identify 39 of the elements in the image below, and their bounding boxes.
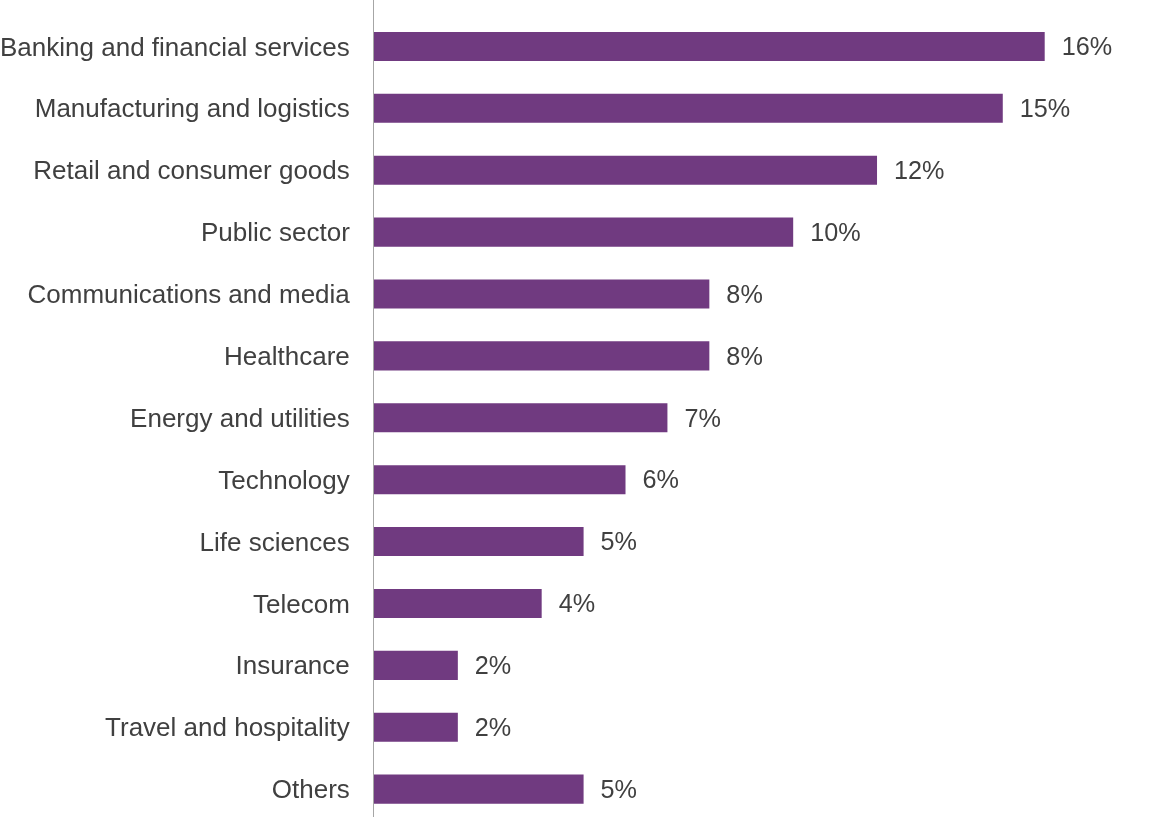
y-tick-label: Insurance [235,650,350,681]
y-tick-label: Energy and utilities [130,402,350,433]
bar [374,588,542,619]
y-tick-label: Healthcare [224,340,350,371]
data-label: 2% [460,712,512,741]
y-tick-label: Life sciences [199,526,350,557]
y-tick-label: Retail and consumer goods [33,155,350,186]
bar [374,650,458,680]
y-tick-label: Public sector [200,217,351,248]
y-tick-label: Technology [218,464,350,495]
data-label: 8% [712,279,763,308]
data-label: 5% [586,774,638,803]
data-label: 6% [628,465,679,494]
bar [374,527,584,557]
data-label: 15% [1005,94,1071,123]
bar [374,465,626,495]
bar [374,93,1003,123]
y-tick-label: Telecom [252,588,350,619]
bar [374,341,710,371]
bar [374,155,878,185]
bar [374,712,458,742]
data-label: 8% [712,341,763,370]
bar [374,774,584,804]
data-label: 16% [1047,32,1113,61]
bar [374,31,1045,61]
y-tick-label: Others [271,774,350,805]
y-tick-label: Manufacturing and logistics [34,93,350,124]
bar [374,279,710,309]
data-label: 5% [586,527,638,556]
data-label: 2% [460,651,512,680]
bar [374,403,668,433]
data-label: 12% [880,155,945,184]
y-tick-label: Banking and financial services [0,31,350,62]
bar [374,217,794,247]
y-tick-label: Travel and hospitality [105,712,350,743]
data-label: 4% [544,589,596,618]
data-label: 10% [796,217,861,246]
y-tick-label: Communications and media [27,279,351,310]
data-label: 7% [670,403,721,432]
